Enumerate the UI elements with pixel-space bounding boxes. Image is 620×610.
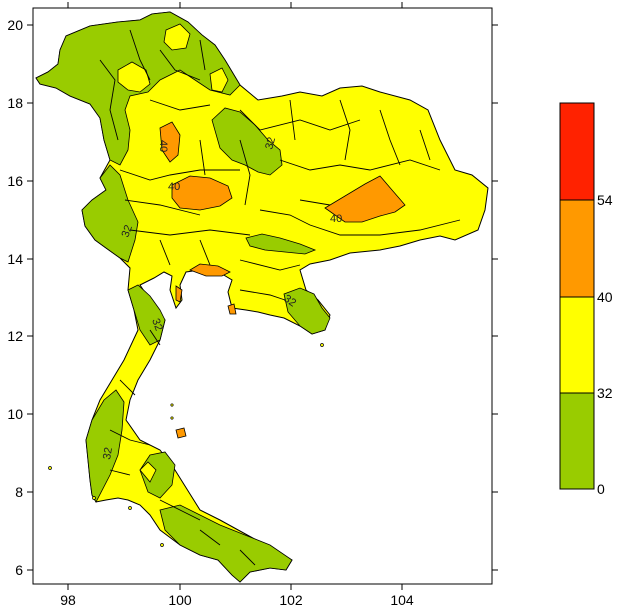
y-tick-label: 18 <box>7 95 23 111</box>
south-tip-green-region <box>159 504 293 583</box>
northeast-orange-region <box>324 175 406 223</box>
west-green-region <box>81 164 139 263</box>
y-tick-labels: 6 8 10 12 14 16 18 20 <box>7 17 23 578</box>
islands <box>48 343 324 547</box>
contour-label: 32 <box>281 293 298 310</box>
central-orange-region <box>171 175 233 211</box>
x-tick-labels: 98 100 102 104 <box>60 592 414 608</box>
y-tick-label: 12 <box>7 328 23 344</box>
north-central-green-region <box>211 107 283 176</box>
y-tick-label: 16 <box>7 173 23 189</box>
axis-ticks <box>27 2 498 590</box>
y-tick-label: 20 <box>7 17 23 33</box>
contour-label: 32 <box>263 136 278 151</box>
southeast-green-region <box>283 287 331 335</box>
contour-label: 32 <box>149 317 164 333</box>
northwest-yellow-island <box>117 61 151 93</box>
x-tick-label: 104 <box>390 592 414 608</box>
x-tick-label: 100 <box>168 592 192 608</box>
plot-frame <box>32 7 493 585</box>
green-contour-regions <box>35 11 331 583</box>
y-tick-label: 14 <box>7 251 23 267</box>
gulf-orange-islet <box>175 427 187 439</box>
central-green-band <box>245 233 317 255</box>
coastal-orange-sliver <box>175 285 183 303</box>
peninsula-west-green-region <box>85 389 125 503</box>
southwest-yellow-island <box>139 461 157 483</box>
y-tick-label: 6 <box>15 562 23 578</box>
contour-label: 40 <box>157 140 169 152</box>
legend-label: 40 <box>597 289 613 305</box>
contour-label: 40 <box>330 213 342 225</box>
legend-label: 32 <box>597 385 613 401</box>
legend: 54 40 32 0 <box>559 102 613 497</box>
contour-label: 32 <box>101 446 115 460</box>
east-coast-orange-sliver <box>227 303 237 315</box>
orange-contour-regions <box>159 121 406 439</box>
contour-label: 40 <box>168 181 180 193</box>
south-central-orange-region <box>189 263 231 277</box>
y-tick-label: 8 <box>15 484 23 500</box>
x-tick-label: 98 <box>60 592 76 608</box>
north-yellow-island-2 <box>209 67 229 93</box>
x-tick-label: 102 <box>279 592 303 608</box>
legend-bin-green <box>559 392 595 490</box>
legend-bin-red <box>559 102 595 201</box>
contour-label: 32 <box>120 223 135 239</box>
legend-label: 54 <box>597 192 613 208</box>
southwest-green-region <box>127 284 166 346</box>
yellow-contour-islands <box>117 23 229 483</box>
north-yellow-island <box>163 23 191 51</box>
legend-bin-yellow <box>559 296 595 394</box>
province-borders <box>99 29 461 566</box>
y-tick-label: 10 <box>7 406 23 422</box>
legend-label: 0 <box>597 481 605 497</box>
legend-bin-orange <box>559 199 595 298</box>
north-orange-region <box>159 121 181 163</box>
contour-labels: 40 40 40 32 32 32 32 32 <box>101 136 342 461</box>
